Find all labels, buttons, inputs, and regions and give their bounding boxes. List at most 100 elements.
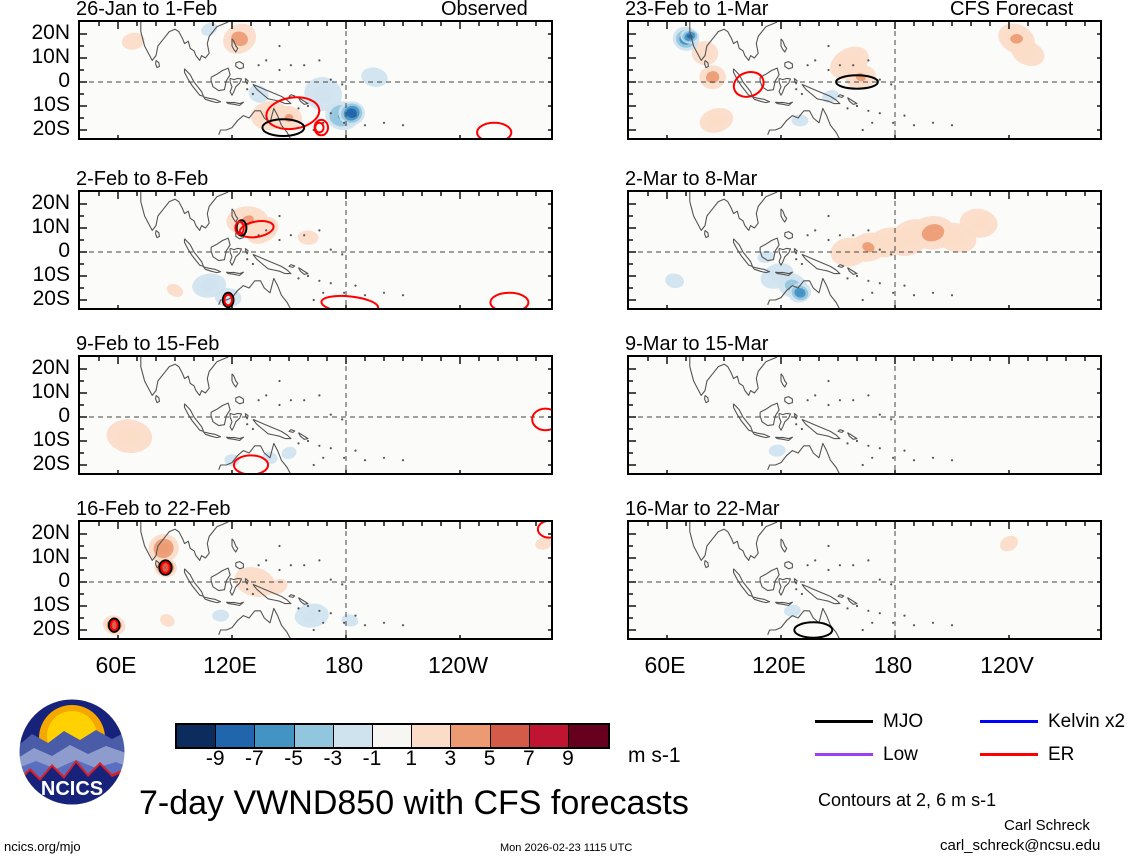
- column-header-0: Observed: [441, 0, 528, 20]
- ncics-logo: NCICS: [18, 698, 126, 806]
- colorbar-tick-label: -3: [323, 747, 343, 770]
- colorbar-cell-3: [294, 725, 334, 747]
- y-axis-tick-label: 20S: [32, 617, 70, 640]
- map-panel-5: [627, 190, 1102, 310]
- y-axis-tick-label: 20N: [31, 191, 70, 214]
- colorbar-tick-label: 5: [483, 747, 496, 770]
- map-field-0: [80, 22, 551, 138]
- x-axis-tick-label: 120E: [203, 652, 257, 678]
- legend-label-mjo: MJO: [883, 711, 924, 732]
- colorbar-cell-8: [490, 725, 530, 747]
- colorbar-tick-label: 1: [405, 747, 418, 770]
- y-axis-tick-label: 20N: [31, 521, 70, 544]
- y-axis-tick-label: 10N: [31, 45, 70, 68]
- colorbar-tick-label: -5: [284, 747, 303, 770]
- er-line-swatch-icon: [980, 753, 1038, 756]
- colorbar-cell-1: [216, 725, 256, 747]
- legend-item-mjo: MJO: [815, 712, 923, 731]
- map-panel-2: [78, 355, 553, 475]
- colorbar-tick-label: 9: [562, 747, 574, 770]
- map-panel-1: [78, 190, 553, 310]
- y-axis-tick-label: 0: [58, 239, 70, 262]
- colorbar-cell-5: [372, 725, 413, 747]
- colorbar-cell-4: [333, 725, 373, 747]
- column-header-1: CFS Forecast: [950, 0, 1074, 20]
- low-line-swatch-icon: [815, 753, 873, 756]
- x-axis-tick-label: 120E: [752, 652, 806, 678]
- map-panel-3: [78, 520, 553, 640]
- colorbar-cell-6: [412, 725, 452, 747]
- y-axis-tick-label: 20S: [32, 452, 70, 475]
- map-panel-0: [78, 20, 553, 140]
- panel-title-6: 9-Mar to 15-Mar: [625, 333, 769, 355]
- colorbar-cell-7: [451, 725, 491, 747]
- colorbar-tick-label: 3: [444, 747, 457, 770]
- y-axis-tick-label: 20S: [32, 117, 70, 140]
- map-panel-6: [627, 355, 1102, 475]
- y-axis-tick-label: 10S: [32, 263, 70, 286]
- map-panel-4: [627, 20, 1102, 140]
- colorbar-cell-10: [568, 725, 609, 747]
- legend-item-low: Low: [815, 745, 918, 764]
- panel-title-7: 16-Mar to 22-Mar: [625, 498, 780, 520]
- wave-legend: MJO Kelvin x2 Low ER: [815, 712, 1125, 772]
- contact-email[interactable]: carl_schreck@ncsu.edu: [940, 837, 1101, 854]
- colorbar-tick-label: -9: [205, 747, 225, 770]
- legend-item-kelvin: Kelvin x2: [980, 712, 1125, 731]
- map-field-5: [629, 192, 1100, 308]
- colorbar-cell-0: [177, 725, 217, 747]
- mjo-line-swatch-icon: [815, 720, 873, 723]
- map-field-2: [80, 357, 551, 473]
- main-title: 7-day VWND850 with CFS forecasts: [139, 784, 689, 822]
- x-axis-tick-label: 180: [873, 652, 913, 678]
- y-axis-tick-label: 10N: [31, 215, 70, 238]
- site-url[interactable]: ncics.org/mjo: [4, 839, 81, 854]
- contour-note: Contours at 2, 6 m s-1: [818, 790, 997, 810]
- colorbar-tick-label: -1: [362, 747, 382, 770]
- map-field-7: [629, 522, 1100, 638]
- panel-title-4: 23-Feb to 1-Mar: [625, 0, 769, 20]
- y-axis-tick-label: 0: [58, 69, 70, 92]
- map-field-4: [629, 22, 1100, 138]
- panel-title-5: 2-Mar to 8-Mar: [625, 168, 758, 190]
- legend-label-er: ER: [1048, 744, 1075, 765]
- map-field-1: [80, 192, 551, 308]
- x-axis-tick-label: 180: [324, 652, 364, 678]
- panel-title-0: 26-Jan to 1-Feb: [76, 0, 218, 20]
- y-axis-tick-label: 20S: [32, 287, 70, 310]
- colorbar-tick-label: -7: [245, 747, 264, 770]
- kelvin-line-swatch-icon: [980, 720, 1038, 723]
- colorbar-cell-9: [529, 725, 569, 747]
- y-axis-tick-label: 20N: [31, 356, 70, 379]
- panel-title-2: 9-Feb to 15-Feb: [76, 333, 220, 355]
- colorbar-units-label: m s-1: [628, 744, 681, 767]
- y-axis-tick-label: 10S: [32, 428, 70, 451]
- timestamp: Mon 2026-02-23 1115 UTC: [500, 842, 633, 854]
- x-axis-tick-label: 60E: [644, 652, 686, 678]
- ncics-logo-text: NCICS: [41, 778, 103, 800]
- colorbar-tick-label: 7: [522, 747, 535, 770]
- map-field-6: [629, 357, 1100, 473]
- legend-label-kelvin: Kelvin x2: [1048, 711, 1126, 732]
- y-axis-tick-label: 10S: [32, 93, 70, 116]
- colorbar: [175, 723, 611, 749]
- y-axis-tick-label: 10S: [32, 593, 70, 616]
- panel-title-1: 2-Feb to 8-Feb: [76, 168, 209, 190]
- colorbar-cell-2: [255, 725, 295, 747]
- y-axis-tick-label: 20N: [31, 21, 70, 44]
- x-axis-tick-label: 120V: [980, 652, 1034, 678]
- legend-item-er: ER: [980, 745, 1074, 764]
- legend-label-low: Low: [883, 744, 918, 765]
- y-axis-tick-label: 10N: [31, 380, 70, 403]
- author-credit: Carl Schreck: [1004, 817, 1090, 834]
- y-axis-tick-label: 0: [58, 569, 70, 592]
- x-axis-tick-label: 60E: [95, 652, 137, 678]
- map-field-3: [80, 522, 551, 638]
- map-panel-7: [627, 520, 1102, 640]
- y-axis-tick-label: 10N: [31, 545, 70, 568]
- ncics-logo-icon: NCICS: [18, 698, 126, 806]
- x-axis-tick-label: 120W: [427, 652, 489, 678]
- panel-title-3: 16-Feb to 22-Feb: [76, 498, 231, 520]
- y-axis-tick-label: 0: [58, 404, 70, 427]
